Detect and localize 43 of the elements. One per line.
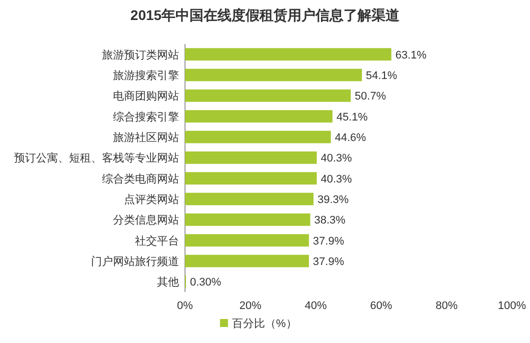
data-label: 38.3% [314, 214, 346, 227]
legend-label: 百分比（%） [232, 317, 297, 330]
y-tick-label: 综合搜索引擎 [113, 110, 179, 124]
x-tick-label: 80% [436, 300, 458, 312]
data-label: 40.3% [320, 173, 352, 186]
bar [185, 48, 392, 61]
y-tick-label: 预订公寓、短租、客栈等专业网站 [14, 152, 179, 165]
y-tick-label: 综合类电商网站 [102, 172, 179, 186]
bar [185, 68, 362, 82]
data-label: 45.1% [336, 111, 368, 124]
y-tick-label: 旅游预订类网站 [102, 48, 179, 62]
y-tick-label: 其他 [157, 276, 179, 289]
x-tick-label: 100% [498, 300, 526, 312]
x-tick-label: 20% [239, 300, 262, 312]
data-label: 37.9% [312, 235, 344, 248]
bar [185, 151, 317, 164]
y-tick-label: 社交平台 [135, 234, 179, 248]
bar [185, 213, 310, 226]
data-label: 37.9% [312, 256, 344, 268]
bar [185, 192, 314, 206]
y-tick-label: 电商团购网站 [113, 90, 179, 103]
data-label: 63.1% [395, 49, 427, 62]
bar [185, 234, 309, 247]
data-label: 50.7% [354, 90, 386, 103]
chart-title: 2015年中国在线度假租赁用户信息了解渠道 [130, 7, 401, 23]
x-tick-label: 40% [304, 300, 328, 312]
data-label: 40.3% [320, 152, 352, 165]
bar [185, 254, 309, 268]
y-tick-label: 旅游搜索引擎 [113, 69, 179, 82]
bar [185, 89, 351, 102]
data-label: 54.1% [366, 70, 398, 82]
y-tick-label: 门户网站旅行频道 [91, 255, 179, 268]
data-label: 0.30% [190, 276, 222, 289]
bar [185, 172, 317, 185]
x-tick-label: 0% [177, 300, 194, 312]
y-tick-label: 旅游社区网站 [113, 131, 179, 144]
data-label: 44.6% [334, 132, 366, 144]
bar [185, 110, 332, 123]
y-tick-label: 点评类网站 [124, 193, 179, 206]
x-tick-label: 60% [370, 300, 392, 312]
y-tick-label: 分类信息网站 [113, 214, 179, 227]
data-label: 39.3% [318, 194, 349, 206]
bar [185, 130, 331, 144]
